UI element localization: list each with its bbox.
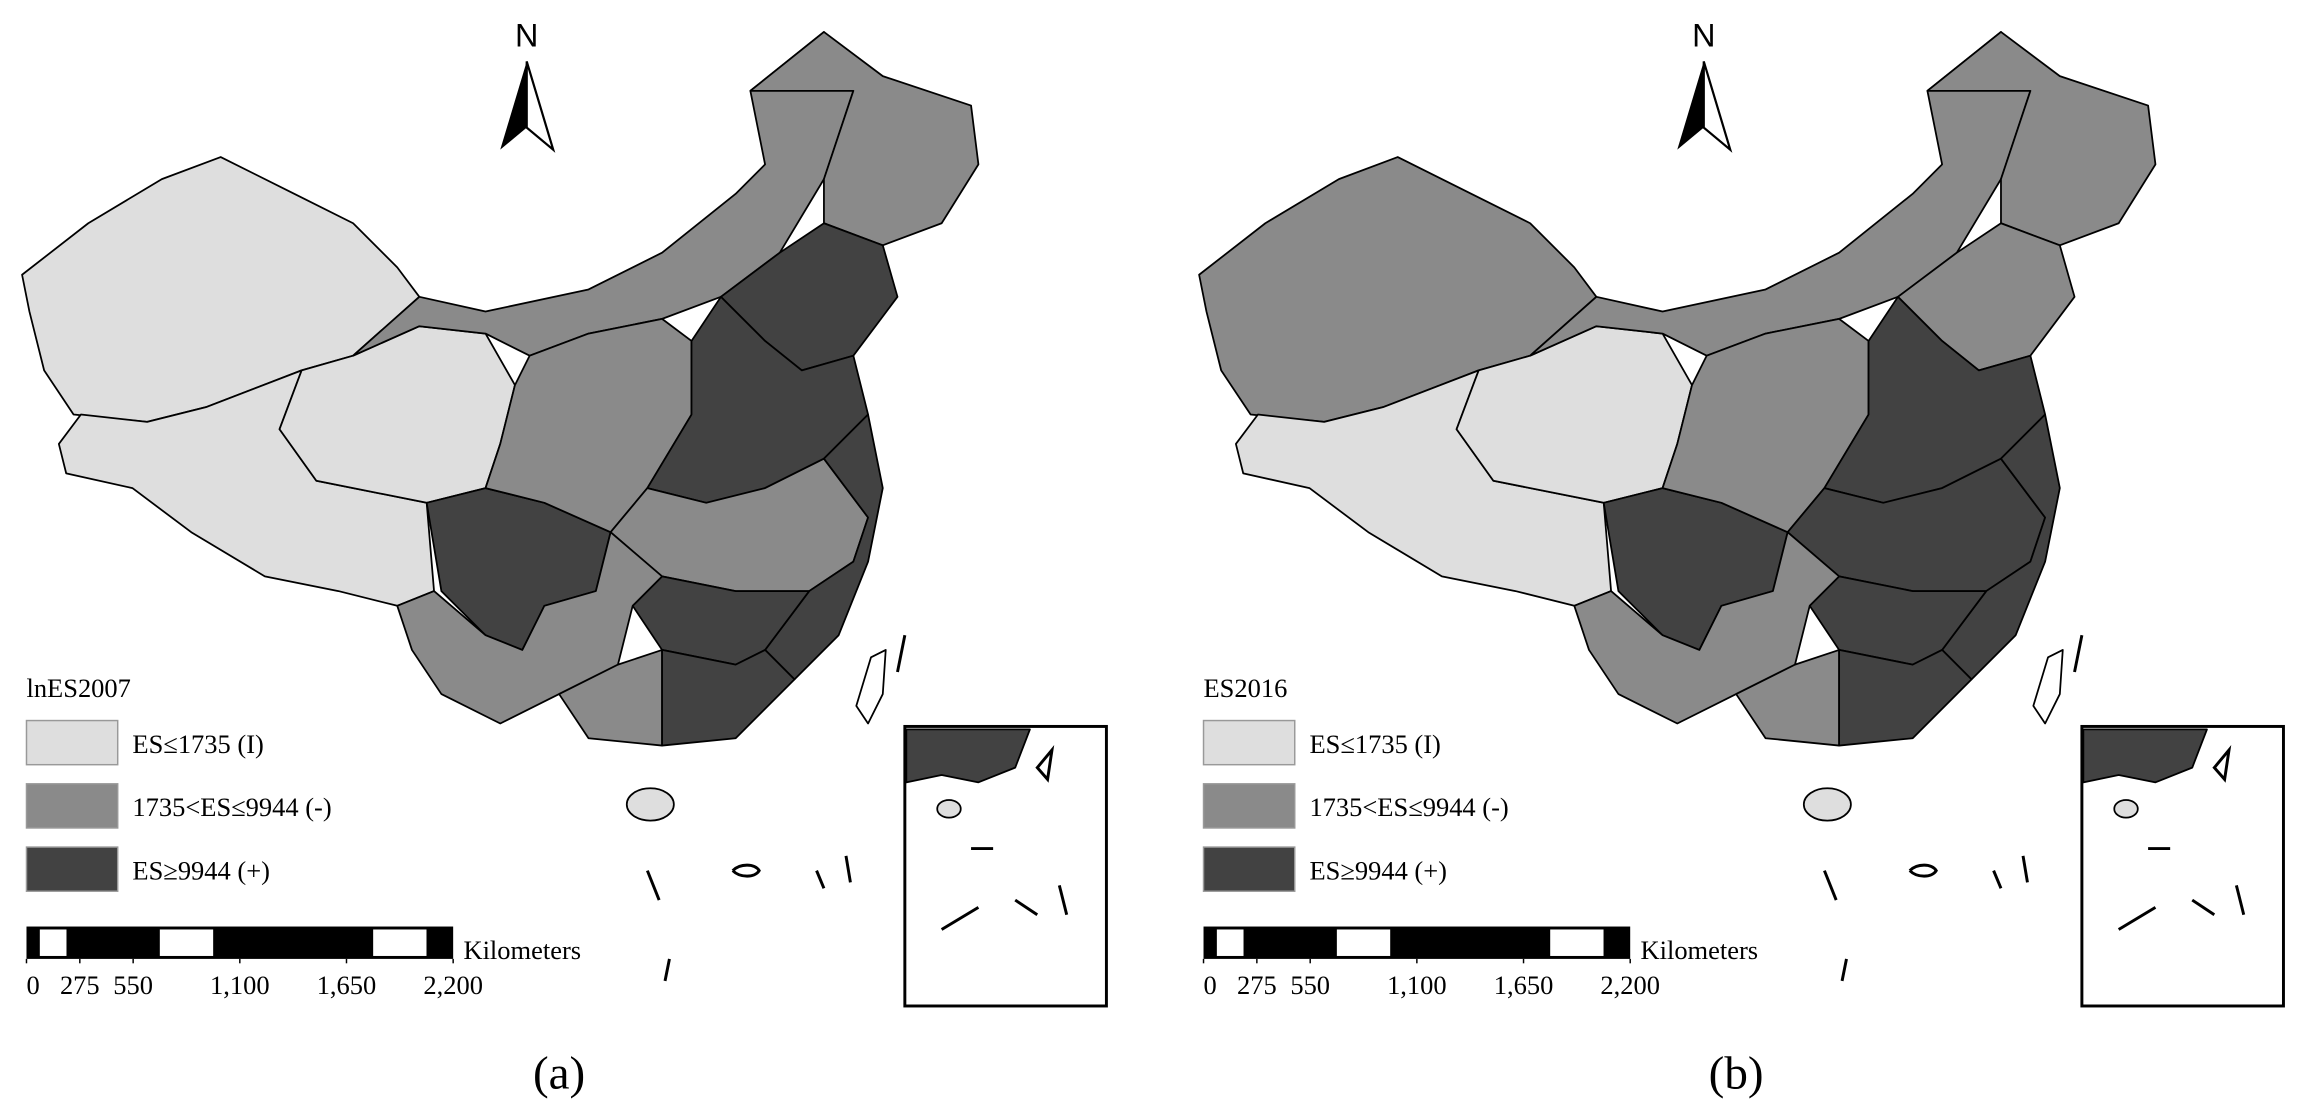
- legend-swatch: [25, 846, 119, 892]
- scale-unit: Kilometers: [1641, 935, 1759, 965]
- north-arrow: [1702, 61, 1733, 153]
- panel-label: (b): [1709, 1047, 1764, 1099]
- island-line: [1992, 870, 2003, 889]
- north-label: N: [1692, 18, 1715, 54]
- island-line: [646, 870, 661, 901]
- scale-segment: [1336, 929, 1391, 956]
- north-arrow: [500, 61, 527, 150]
- inset-island: [2212, 744, 2232, 783]
- island-line: [1823, 870, 1838, 901]
- province: [749, 31, 980, 247]
- legend-label: ES≤1735 (I): [132, 729, 263, 759]
- scale-label: 1,650: [1494, 970, 1554, 1000]
- legend-swatch: [1202, 846, 1296, 892]
- inset-island: [1057, 884, 1069, 916]
- panel-label: (a): [533, 1047, 585, 1099]
- province: [1838, 649, 1973, 747]
- scale-label: 0: [1204, 970, 1217, 1000]
- scale-label: 1,100: [1387, 970, 1447, 1000]
- inset-island: [2191, 898, 2216, 916]
- province: [661, 649, 796, 747]
- province: [57, 369, 435, 607]
- inset-island: [1014, 898, 1039, 916]
- legend-title: ES2016: [1204, 673, 1288, 703]
- legend-label: ES≤1735 (I): [1309, 729, 1440, 759]
- inset-island: [940, 906, 980, 931]
- inset-island: [1035, 744, 1055, 783]
- legend-swatch: [25, 719, 119, 766]
- scale-label: 1,650: [317, 970, 377, 1000]
- island-line: [1908, 863, 1938, 878]
- legend-label: ES≥9944 (+): [132, 855, 270, 885]
- island-line: [731, 863, 761, 878]
- scale-segment: [1216, 929, 1244, 956]
- island-line: [844, 855, 852, 883]
- scale-label: 550: [113, 970, 153, 1000]
- inset-land: [905, 728, 1031, 784]
- inset-map: [2080, 724, 2285, 1008]
- inset-hainan: [936, 799, 962, 819]
- inset-island: [2234, 884, 2246, 916]
- scale-unit: Kilometers: [463, 935, 581, 965]
- scale-segment: [39, 929, 67, 956]
- island-line: [2073, 634, 2084, 673]
- legend-swatch: [25, 783, 119, 829]
- inset-map: [903, 724, 1108, 1008]
- legend-label: 1735<ES≤9944 (-): [132, 792, 331, 822]
- map-panel: N ES2016 ES≤1735 (I) 1735<ES≤9944 (-) ES≥994…: [1198, 18, 2285, 1099]
- north-arrow: [525, 61, 556, 153]
- scale-segment: [1550, 929, 1604, 956]
- hainan: [625, 787, 675, 822]
- scale-label: 1,100: [210, 970, 270, 1000]
- hainan: [1802, 787, 1852, 822]
- north-label: N: [515, 18, 538, 54]
- island-line: [815, 870, 826, 889]
- scale-label: 2,200: [1600, 970, 1660, 1000]
- island-line: [1840, 958, 1848, 982]
- province: [1926, 31, 2157, 247]
- legend-swatch: [1202, 783, 1296, 829]
- scale-segment: [373, 929, 427, 956]
- legend-swatch: [1202, 719, 1296, 766]
- scale-label: 2,200: [423, 970, 483, 1000]
- island-line: [2021, 855, 2029, 883]
- inset-island: [2117, 906, 2157, 931]
- island-line: [663, 958, 671, 982]
- scale-label: 275: [1237, 970, 1277, 1000]
- legend-label: 1735<ES≤9944 (-): [1309, 792, 1508, 822]
- province: [1235, 369, 1612, 607]
- legend-label: ES≥9944 (+): [1309, 855, 1447, 885]
- inset-hainan: [2113, 799, 2139, 819]
- taiwan: [855, 649, 887, 725]
- scale-label: 275: [60, 970, 100, 1000]
- north-arrow: [1677, 61, 1704, 150]
- taiwan: [2032, 649, 2064, 725]
- island-line: [896, 634, 907, 673]
- scale-label: 550: [1290, 970, 1330, 1000]
- inset-land: [2082, 728, 2208, 784]
- scale-segment: [159, 929, 214, 956]
- legend-title: lnES2007: [26, 673, 130, 703]
- scale-label: 0: [26, 970, 39, 1000]
